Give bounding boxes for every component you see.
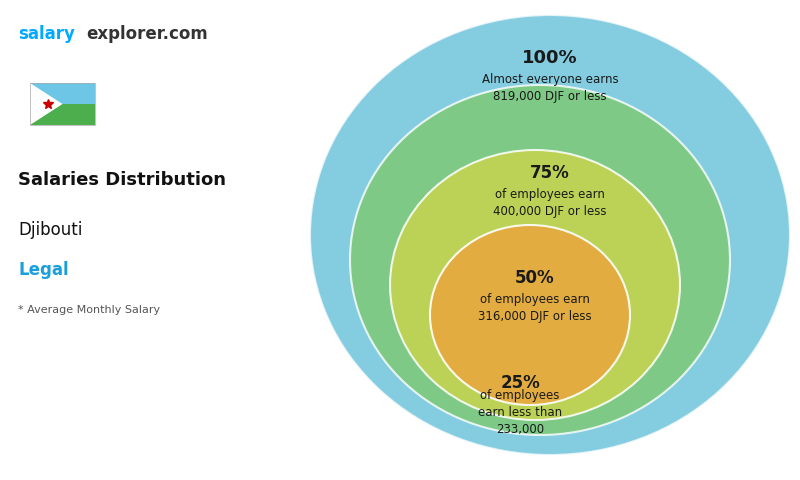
Text: of employees earn
400,000 DJF or less: of employees earn 400,000 DJF or less	[494, 188, 606, 218]
Text: Almost everyone earns
819,000 DJF or less: Almost everyone earns 819,000 DJF or les…	[482, 73, 618, 103]
Text: 50%: 50%	[515, 269, 555, 287]
Text: Salaries Distribution: Salaries Distribution	[18, 171, 226, 189]
Text: explorer.com: explorer.com	[86, 25, 208, 43]
Ellipse shape	[430, 225, 630, 405]
Text: Djibouti: Djibouti	[18, 221, 82, 239]
FancyBboxPatch shape	[30, 83, 95, 104]
Polygon shape	[30, 83, 62, 125]
Text: 75%: 75%	[530, 164, 570, 182]
Text: of employees earn
316,000 DJF or less: of employees earn 316,000 DJF or less	[478, 293, 592, 323]
Text: 25%: 25%	[500, 374, 540, 392]
Ellipse shape	[390, 150, 680, 420]
Text: of employees
earn less than
233,000: of employees earn less than 233,000	[478, 389, 562, 436]
Text: 100%: 100%	[522, 49, 578, 67]
Ellipse shape	[350, 85, 730, 435]
Text: Legal: Legal	[18, 261, 69, 279]
FancyBboxPatch shape	[30, 104, 95, 125]
Ellipse shape	[310, 15, 790, 455]
Text: * Average Monthly Salary: * Average Monthly Salary	[18, 305, 160, 315]
Text: salary: salary	[18, 25, 75, 43]
